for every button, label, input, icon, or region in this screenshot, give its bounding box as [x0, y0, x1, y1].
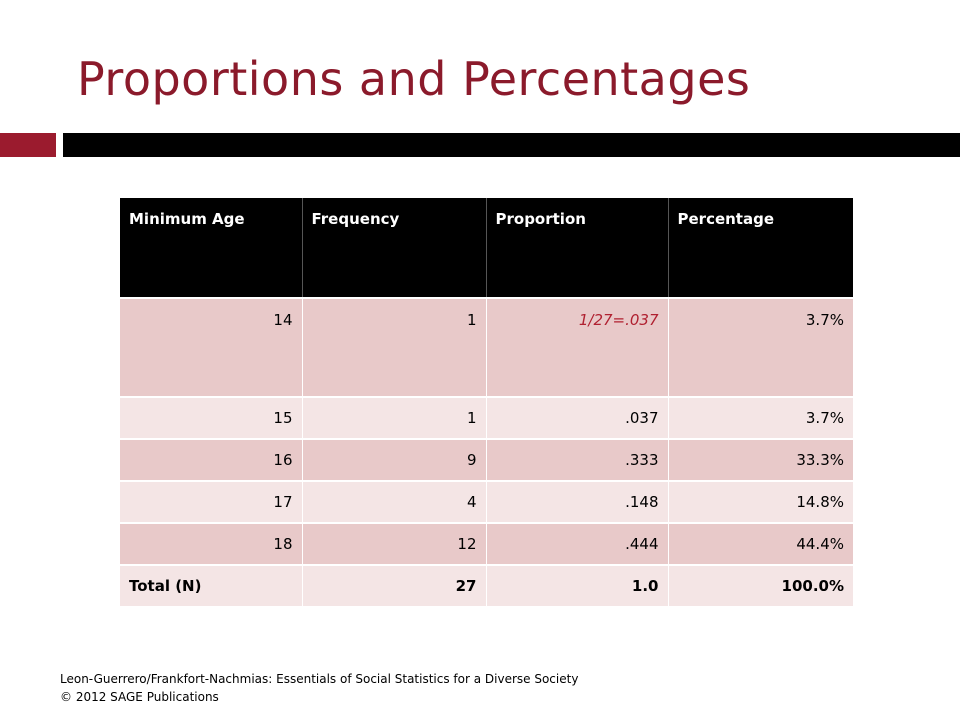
- footer-line-2: © 2012 SAGE Publications: [60, 690, 219, 704]
- total-frequency: 27: [302, 564, 487, 606]
- header-minimum-age: Minimum Age: [120, 198, 303, 298]
- cell-age: 16: [120, 438, 303, 481]
- cell-proportion: 1/27=.037: [486, 297, 669, 397]
- header-proportion: Proportion: [486, 198, 669, 298]
- cell-proportion: .444: [486, 522, 669, 565]
- table-row: 16 9 .333 33.3%: [120, 438, 853, 481]
- cell-percentage: 33.3%: [668, 438, 853, 481]
- table-row: 17 4 .148 14.8%: [120, 480, 853, 523]
- accent-bar-red: [0, 133, 56, 157]
- table-row: 14 1 1/27=.037 3.7%: [120, 297, 853, 397]
- cell-age: 18: [120, 522, 303, 565]
- table-row: 18 12 .444 44.4%: [120, 522, 853, 565]
- slide-title: Proportions and Percentages: [77, 52, 751, 106]
- frequency-table: Minimum Age Frequency Proportion Percent…: [120, 198, 853, 606]
- cell-frequency: 4: [302, 480, 487, 523]
- accent-bar-black: [63, 133, 960, 157]
- cell-age: 15: [120, 396, 303, 439]
- footer-line-1: Leon-Guerrero/Frankfort-Nachmias: Essent…: [60, 672, 579, 686]
- cell-age: 14: [120, 297, 303, 397]
- cell-proportion: .037: [486, 396, 669, 439]
- total-proportion: 1.0: [486, 564, 669, 606]
- total-label: Total (N): [120, 564, 303, 606]
- cell-age: 17: [120, 480, 303, 523]
- table-row: 15 1 .037 3.7%: [120, 396, 853, 439]
- table-total-row: Total (N) 27 1.0 100.0%: [120, 564, 853, 606]
- cell-frequency: 1: [302, 297, 487, 397]
- cell-percentage: 3.7%: [668, 297, 853, 397]
- footer-citation: Leon-Guerrero/Frankfort-Nachmias: Essent…: [60, 670, 578, 706]
- table-header-row: Minimum Age Frequency Proportion Percent…: [120, 198, 853, 298]
- cell-frequency: 12: [302, 522, 487, 565]
- cell-frequency: 1: [302, 396, 487, 439]
- total-percentage: 100.0%: [668, 564, 853, 606]
- cell-percentage: 44.4%: [668, 522, 853, 565]
- cell-percentage: 3.7%: [668, 396, 853, 439]
- cell-proportion: .148: [486, 480, 669, 523]
- header-frequency: Frequency: [302, 198, 487, 298]
- cell-proportion: .333: [486, 438, 669, 481]
- cell-frequency: 9: [302, 438, 487, 481]
- header-percentage: Percentage: [668, 198, 853, 298]
- cell-percentage: 14.8%: [668, 480, 853, 523]
